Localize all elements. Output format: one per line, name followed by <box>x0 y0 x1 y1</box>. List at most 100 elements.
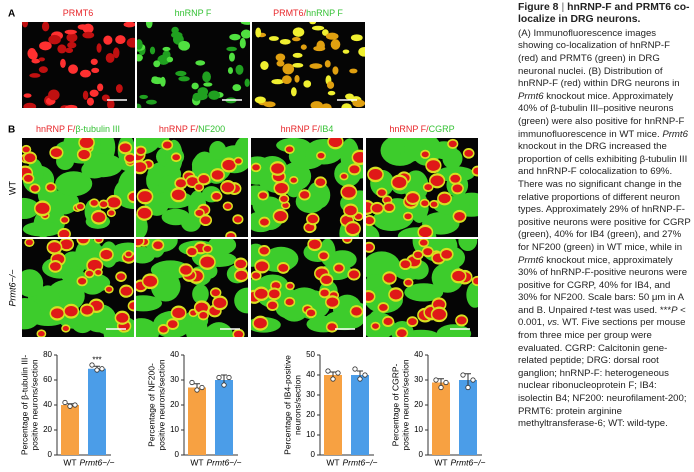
nucleus <box>267 301 278 310</box>
data-point <box>62 399 68 406</box>
image-label: PRMT6 <box>63 8 94 18</box>
nucleus <box>404 213 412 220</box>
cell <box>263 246 299 271</box>
nucleus <box>41 22 50 32</box>
nucleus <box>116 312 129 323</box>
bar <box>351 375 369 455</box>
nucleus <box>353 151 363 163</box>
nucleus <box>473 167 478 175</box>
caption-text: Prmt6 <box>662 128 688 140</box>
label-part: IB4 <box>320 124 334 134</box>
nucleus <box>200 216 211 225</box>
x-tick-label: Prmt6−/− <box>343 457 378 467</box>
nucleus <box>316 40 325 51</box>
nucleus <box>450 174 461 183</box>
label-part: hnRNP F <box>306 8 343 18</box>
label-part: CGRP <box>429 124 455 134</box>
y-tick-label: 40 <box>414 350 423 359</box>
cell <box>55 171 93 197</box>
caption-text: Prmt6 <box>518 90 544 102</box>
caption-text: (A) Immunofluorescence images showing co… <box>518 27 680 90</box>
micrograph <box>251 138 363 237</box>
nucleus <box>67 41 77 49</box>
nucleus <box>82 90 89 100</box>
nucleus <box>332 66 339 75</box>
nucleus <box>294 74 300 83</box>
y-tick-label: 0 <box>311 450 316 459</box>
bar <box>61 405 79 455</box>
nucleus <box>309 63 323 69</box>
nucleus <box>271 78 284 85</box>
nucleus <box>268 289 280 299</box>
nucleus <box>430 201 438 207</box>
nucleus <box>49 262 61 271</box>
x-tick-label: WT <box>434 457 447 467</box>
label-part: PRMT6/ <box>273 8 307 18</box>
nucleus <box>38 57 45 62</box>
nucleus <box>244 78 250 87</box>
y-tick-label: 20 <box>414 400 423 409</box>
nucleus <box>89 89 99 97</box>
nucleus <box>414 251 423 259</box>
data-point <box>99 366 105 372</box>
nucleus <box>175 70 187 77</box>
nucleus <box>326 297 339 307</box>
data-point <box>72 402 78 408</box>
label-part: hnRNP F/ <box>281 124 321 134</box>
data-point <box>330 376 336 382</box>
nucleus <box>137 103 142 108</box>
nucleus <box>178 76 190 82</box>
caption-text: knockout mice. Approximately 40% of β-tu… <box>518 90 685 140</box>
nucleus <box>424 184 433 191</box>
nucleus <box>79 138 94 148</box>
nucleus <box>175 179 186 188</box>
nucleus <box>137 207 152 219</box>
micrograph <box>366 239 478 337</box>
significance: *** <box>92 355 101 364</box>
nucleus <box>334 264 344 272</box>
nucleus <box>396 329 407 337</box>
caption-heading: Figure 8 | hnRNP-F and PRMT6 co-localize… <box>518 2 690 26</box>
data-point <box>352 366 358 372</box>
nucleus <box>153 60 161 68</box>
nucleus <box>254 96 266 104</box>
nucleus <box>195 209 204 217</box>
nucleus <box>383 196 391 203</box>
nucleus <box>90 58 98 65</box>
nucleus <box>358 46 365 57</box>
nucleus <box>368 168 383 180</box>
nucleus <box>211 289 220 297</box>
nucleus <box>85 270 94 277</box>
nucleus <box>282 202 289 208</box>
caption-text: knockout in the DRG increased the propor… <box>518 141 691 253</box>
label-part: hnRNP F <box>175 8 212 18</box>
nucleus <box>235 270 248 281</box>
nucleus <box>310 101 323 108</box>
nucleus <box>421 151 429 158</box>
nucleus <box>281 75 292 85</box>
nucleus <box>240 22 250 25</box>
cell <box>22 269 44 298</box>
y-axis-label: Percentage of IB4-positive <box>282 355 292 455</box>
nucleus <box>187 247 197 256</box>
nucleus <box>77 239 89 244</box>
nucleus <box>340 173 348 179</box>
nucleus <box>346 223 360 234</box>
data-point <box>433 377 439 383</box>
nucleus <box>145 22 153 29</box>
nucleus <box>48 89 60 101</box>
micrograph <box>251 239 363 337</box>
nucleus <box>404 279 412 286</box>
nucleus <box>352 99 365 108</box>
nucleus <box>115 84 123 93</box>
caption-text: Prmt6 <box>518 254 544 266</box>
nucleus <box>192 92 201 102</box>
nucleus <box>60 239 73 250</box>
nucleus <box>292 62 304 68</box>
nucleus <box>137 39 143 50</box>
nucleus <box>57 44 67 54</box>
nucleus <box>392 176 407 189</box>
nucleus <box>306 309 316 317</box>
y-tick-label: 0 <box>48 450 53 459</box>
